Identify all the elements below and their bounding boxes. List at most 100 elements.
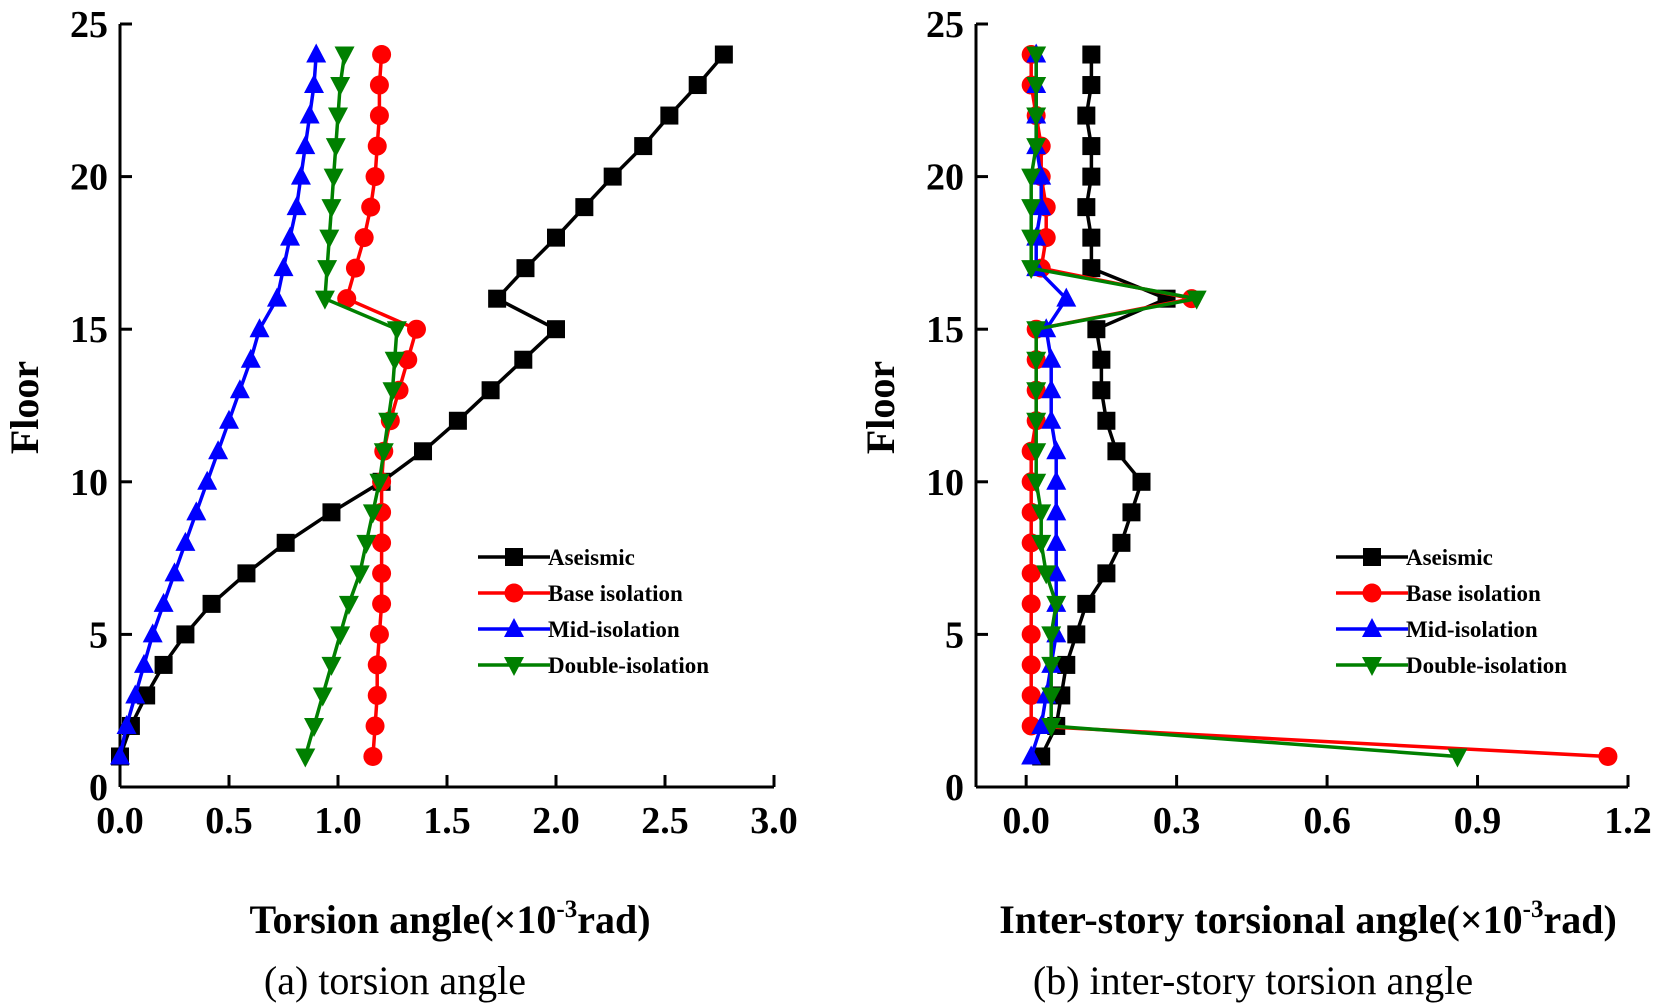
data-point: [1031, 196, 1052, 216]
x-tick-label: 1.0: [314, 800, 362, 842]
data-point: [367, 655, 387, 675]
data-point: [382, 382, 403, 402]
legend-label: Base isolation: [548, 581, 683, 606]
data-point: [1031, 534, 1052, 554]
data-point: [1122, 503, 1141, 522]
data-point: [208, 440, 229, 460]
data-point: [322, 503, 341, 522]
data-point: [1097, 411, 1116, 430]
data-point: [1097, 564, 1116, 583]
y-tick-label: 10: [70, 462, 108, 504]
x-axis-title-main: Torsion angle(×10: [249, 897, 556, 942]
data-point: [142, 623, 163, 643]
y-tick-label: 5: [89, 614, 108, 656]
y-tick-label: 5: [945, 614, 964, 656]
data-point: [304, 717, 325, 737]
data-point: [1077, 594, 1096, 613]
legend: Aseismic Base isolation Mid-isolation Doubl…: [1336, 545, 1567, 678]
data-point: [1021, 685, 1041, 705]
x-tick-label: 2.0: [532, 800, 580, 842]
data-point: [1132, 472, 1151, 491]
data-point: [1107, 442, 1126, 461]
data-point: [384, 351, 405, 371]
data-point: [306, 43, 327, 63]
x-tick-label: 1.5: [423, 800, 471, 842]
data-point: [1447, 748, 1468, 768]
data-point: [219, 409, 239, 429]
legend-marker: [1362, 618, 1382, 637]
data-point: [365, 716, 385, 736]
data-point: [1021, 563, 1041, 583]
data-point: [514, 350, 533, 369]
data-point: [369, 106, 389, 126]
data-point: [1026, 382, 1047, 402]
series-line: [118, 54, 318, 757]
data-point: [367, 685, 387, 705]
data-point: [1082, 76, 1101, 95]
data-point: [1082, 137, 1101, 156]
data-point: [1026, 107, 1047, 127]
data-point: [110, 745, 130, 765]
data-point: [1087, 320, 1106, 339]
y-tick-label: 25: [926, 4, 964, 46]
data-point: [547, 228, 565, 247]
data-point: [175, 531, 196, 551]
data-point: [1041, 656, 1062, 676]
x-axis-title-sup: -3: [556, 896, 577, 923]
data-point: [1041, 348, 1062, 368]
data-point: [1082, 167, 1101, 186]
data-point: [237, 564, 256, 583]
data-point: [372, 594, 392, 614]
data-point: [125, 684, 146, 704]
x-tick-label: 0.3: [1153, 800, 1201, 842]
x-axis-title-sup: -3: [1523, 896, 1544, 923]
data-point: [1031, 165, 1052, 185]
legend-label: Aseismic: [1406, 545, 1493, 570]
data-point: [1057, 655, 1076, 674]
data-point: [575, 198, 594, 217]
data-point: [1036, 565, 1057, 585]
data-point: [1082, 45, 1101, 64]
data-point: [1026, 351, 1047, 371]
legend-marker: [504, 618, 524, 637]
data-point: [249, 318, 270, 338]
data-point: [354, 228, 374, 248]
data-point: [1046, 470, 1067, 490]
data-point: [319, 229, 340, 249]
data-point: [328, 107, 348, 127]
data-point: [334, 46, 355, 66]
data-point: [378, 412, 399, 432]
legend-marker: [1362, 657, 1382, 676]
series-mid-isolation: [110, 43, 327, 765]
x-tick-label: 0.0: [96, 800, 144, 842]
x-axis-title: Torsion angle(×10-3rad): [249, 896, 650, 942]
data-point: [286, 196, 307, 216]
data-point: [1021, 745, 1042, 765]
data-point: [356, 534, 377, 554]
data-point: [229, 379, 250, 399]
data-point: [365, 167, 385, 187]
data-point: [1186, 290, 1207, 310]
data-point: [1598, 746, 1618, 766]
data-point: [634, 137, 653, 156]
data-point: [1041, 379, 1062, 399]
series-base-isolation: [337, 45, 426, 766]
data-point: [1021, 594, 1041, 614]
x-tick-label: 0.0: [1002, 800, 1050, 842]
data-point: [362, 504, 383, 524]
y-tick-label: 0: [945, 767, 964, 809]
data-point: [1092, 381, 1111, 400]
data-point: [280, 226, 301, 246]
data-point: [273, 257, 294, 277]
x-tick-label: 1.2: [1604, 800, 1652, 842]
legend-label: Mid-isolation: [548, 617, 680, 642]
data-point: [1092, 350, 1111, 369]
data-point: [1041, 626, 1062, 646]
y-tick-label: 10: [926, 462, 964, 504]
data-point: [361, 197, 381, 217]
data-point: [406, 319, 426, 339]
data-point: [367, 136, 387, 156]
series-line: [118, 53, 726, 758]
y-axis-title: Floor: [858, 361, 903, 454]
x-axis-title-main: Inter-story torsional angle(×10: [999, 897, 1522, 942]
